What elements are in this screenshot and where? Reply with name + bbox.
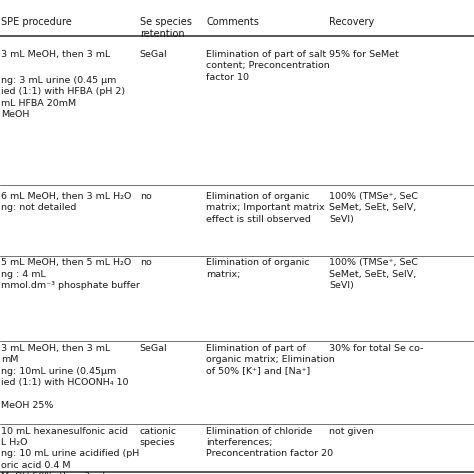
Text: Elimination of chloride
interferences;
Preconcentration factor 20: Elimination of chloride interferences; P… [206, 427, 333, 458]
Text: not given: not given [329, 427, 374, 436]
Text: Recovery: Recovery [329, 17, 374, 27]
Text: 95% for SeMet: 95% for SeMet [329, 50, 399, 59]
Text: 3 mL MeOH, then 3 mL
mM
ng: 10mL urine (0.45μm
ied (1:1) with HCOONH₄ 10

MeOH 2: 3 mL MeOH, then 3 mL mM ng: 10mL urine (… [1, 344, 128, 410]
Text: Elimination of part of
organic matrix; Elimination
of 50% [K⁺] and [Na⁺]: Elimination of part of organic matrix; E… [206, 344, 335, 375]
Text: 3 mL MeOH, then 3 mL: 3 mL MeOH, then 3 mL [1, 50, 110, 59]
Text: Elimination of organic
matrix;: Elimination of organic matrix; [206, 258, 310, 279]
Text: SeGal: SeGal [140, 344, 167, 353]
Text: no: no [140, 192, 152, 201]
Text: 6 mL MeOH, then 3 mL H₂O
ng: not detailed: 6 mL MeOH, then 3 mL H₂O ng: not detaile… [1, 192, 131, 212]
Text: Se species
retention: Se species retention [140, 17, 191, 39]
Text: 30% for total Se co-: 30% for total Se co- [329, 344, 424, 353]
Text: Elimination of organic
matrix; Important matrix
effect is still observed: Elimination of organic matrix; Important… [206, 192, 325, 224]
Text: SeGal: SeGal [140, 50, 167, 59]
Text: 10 mL hexanesulfonic acid
L H₂O
ng: 10 mL urine acidified (pH
oric acid 0.4 M
Me: 10 mL hexanesulfonic acid L H₂O ng: 10 m… [1, 427, 139, 474]
Text: Comments: Comments [206, 17, 259, 27]
Text: ng: 3 mL urine (0.45 μm
ied (1:1) with HFBA (pH 2)
mL HFBA 20mM
MeOH: ng: 3 mL urine (0.45 μm ied (1:1) with H… [1, 76, 125, 119]
Text: 100% (TMSe⁺, SeC
SeMet, SeEt, SeIV,
SeVI): 100% (TMSe⁺, SeC SeMet, SeEt, SeIV, SeVI… [329, 258, 419, 290]
Text: 5 mL MeOH, then 5 mL H₂O
ng : 4 mL
mmol.dm⁻³ phosphate buffer: 5 mL MeOH, then 5 mL H₂O ng : 4 mL mmol.… [1, 258, 140, 290]
Text: no: no [140, 258, 152, 267]
Text: cationic
species: cationic species [140, 427, 177, 447]
Text: SPE procedure: SPE procedure [1, 17, 72, 27]
Text: Elimination of part of salt
content; Preconcentration
factor 10: Elimination of part of salt content; Pre… [206, 50, 330, 82]
Text: 100% (TMSe⁺, SeC
SeMet, SeEt, SeIV,
SeVI): 100% (TMSe⁺, SeC SeMet, SeEt, SeIV, SeVI… [329, 192, 419, 224]
